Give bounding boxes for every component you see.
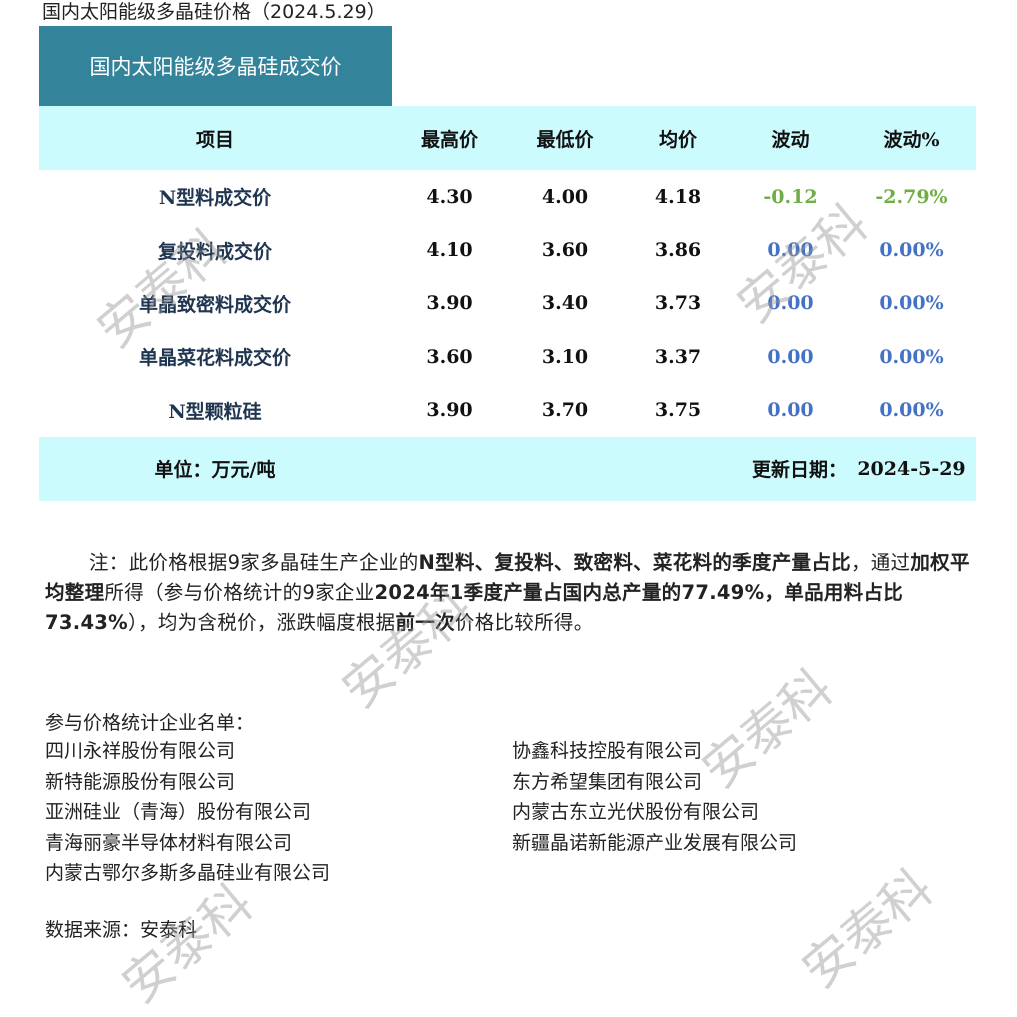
row-change-pct: 0.00%	[879, 399, 944, 422]
row-low: 3.70	[541, 399, 589, 422]
row-change-pct: 0.00%	[879, 239, 944, 262]
table-footer-row: 单位：万元/吨 更新日期： 2024-5-29	[39, 436, 976, 501]
row-high: 3.90	[426, 292, 473, 315]
header-low: 最低价	[536, 128, 594, 151]
note-segment: 加权平均整理	[45, 551, 970, 604]
price-note: 注：此价格根据9家多晶硅生产企业的N型料、复投料、致密料、菜花料的季度产量占比，…	[45, 548, 975, 638]
row-item: 单晶致密料成交价	[138, 293, 291, 316]
row-change: 0.00	[767, 345, 814, 368]
row-avg: 3.75	[654, 399, 702, 422]
company-name: 协鑫科技控股有限公司	[512, 740, 703, 762]
company-name: 东方希望集团有限公司	[512, 770, 703, 793]
row-item: N型颗粒硅	[168, 400, 262, 423]
row-high: 4.30	[426, 185, 473, 208]
row-change-pct: 0.00%	[879, 345, 944, 368]
company-name: 四川永祥股份有限公司	[45, 740, 236, 762]
company-name: 亚洲硅业（青海）股份有限公司	[45, 801, 312, 823]
table-banner-title: 国内太阳能级多晶硅成交价	[39, 26, 392, 106]
header-change-pct: 波动%	[883, 128, 940, 151]
header-high: 最高价	[420, 128, 478, 151]
header-item: 项目	[195, 128, 234, 151]
data-source: 数据来源：安泰科	[45, 919, 198, 941]
table-row: N型料成交价 4.30 4.00 4.18 -0.12 -2.79%	[39, 170, 976, 223]
row-item: 单晶菜花料成交价	[138, 347, 291, 370]
row-avg: 3.86	[654, 239, 702, 262]
page-title: 国内太阳能级多晶硅价格（2024.5.29）	[42, 1, 386, 23]
row-avg: 4.18	[654, 185, 702, 208]
table-row: 单晶致密料成交价 3.90 3.40 3.73 0.00 0.00%	[39, 277, 976, 330]
row-low: 3.60	[541, 239, 589, 262]
company-name: 青海丽豪半导体材料有限公司	[45, 831, 293, 854]
company-name: 内蒙古鄂尔多斯多晶硅业有限公司	[45, 862, 331, 884]
row-low: 3.10	[541, 345, 589, 368]
watermark-logo: 安泰科	[791, 858, 944, 1000]
row-change-pct: 0.00%	[879, 292, 944, 315]
row-high: 4.10	[426, 239, 473, 262]
table-row: 单晶菜花料成交价 3.60 3.10 3.37 0.00 0.00%	[39, 330, 976, 383]
note-segment: 所得（参与价格统计的9家企业	[104, 581, 375, 604]
row-item: 复投料成交价	[157, 240, 272, 263]
watermark-logo: 安泰科	[691, 658, 844, 800]
company-name: 新特能源股份有限公司	[45, 770, 236, 793]
row-change-pct: -2.79%	[875, 185, 948, 208]
update-label: 更新日期：	[751, 459, 847, 482]
table-header-row: 项目 最高价 最低价 均价 波动 波动%	[39, 106, 976, 170]
unit-label: 单位：万元/吨	[154, 459, 276, 482]
note-segment: 价格比较所得。	[454, 611, 594, 634]
note-segment: 注：此价格根据9家多晶硅生产企业的	[89, 551, 419, 574]
row-change: 0.00	[767, 239, 814, 262]
row-change: 0.00	[767, 399, 814, 422]
company-name: 内蒙古东立光伏股份有限公司	[512, 801, 760, 823]
company-name: 新疆晶诺新能源产业发展有限公司	[512, 831, 798, 854]
price-table: 项目 最高价 最低价 均价 波动 波动% N型料成交价 4.30 4.00 4.18 -…	[39, 106, 976, 501]
table-row: N型颗粒硅 3.90 3.70 3.75 0.00 0.00%	[39, 384, 976, 437]
header-change: 波动	[771, 128, 810, 151]
table-row: 复投料成交价 4.10 3.60 3.86 0.00 0.00%	[39, 223, 976, 276]
note-segment: 前一次	[395, 611, 455, 634]
row-avg: 3.37	[654, 345, 702, 368]
row-low: 4.00	[541, 185, 589, 208]
note-segment: ，通过	[850, 551, 911, 574]
companies-title: 参与价格统计企业名单：	[45, 712, 255, 734]
header-avg: 均价	[658, 128, 697, 151]
row-high: 3.90	[426, 399, 473, 422]
row-high: 3.60	[426, 345, 473, 368]
row-avg: 3.73	[654, 292, 702, 315]
note-segment: 2024年1季度产量占国内总产量的77.49%，单品用料占比73.43%	[45, 581, 904, 634]
note-segment: N型料、复投料、致密料、菜花料的季度产量占比	[418, 551, 851, 574]
row-change: 0.00	[767, 292, 814, 315]
row-change: -0.12	[763, 185, 818, 208]
row-low: 3.40	[541, 292, 589, 315]
row-item: N型料成交价	[158, 187, 272, 210]
update-date: 2024-5-29	[857, 457, 966, 480]
note-segment: ），均为含税价，涨跌幅度根据	[128, 611, 396, 634]
